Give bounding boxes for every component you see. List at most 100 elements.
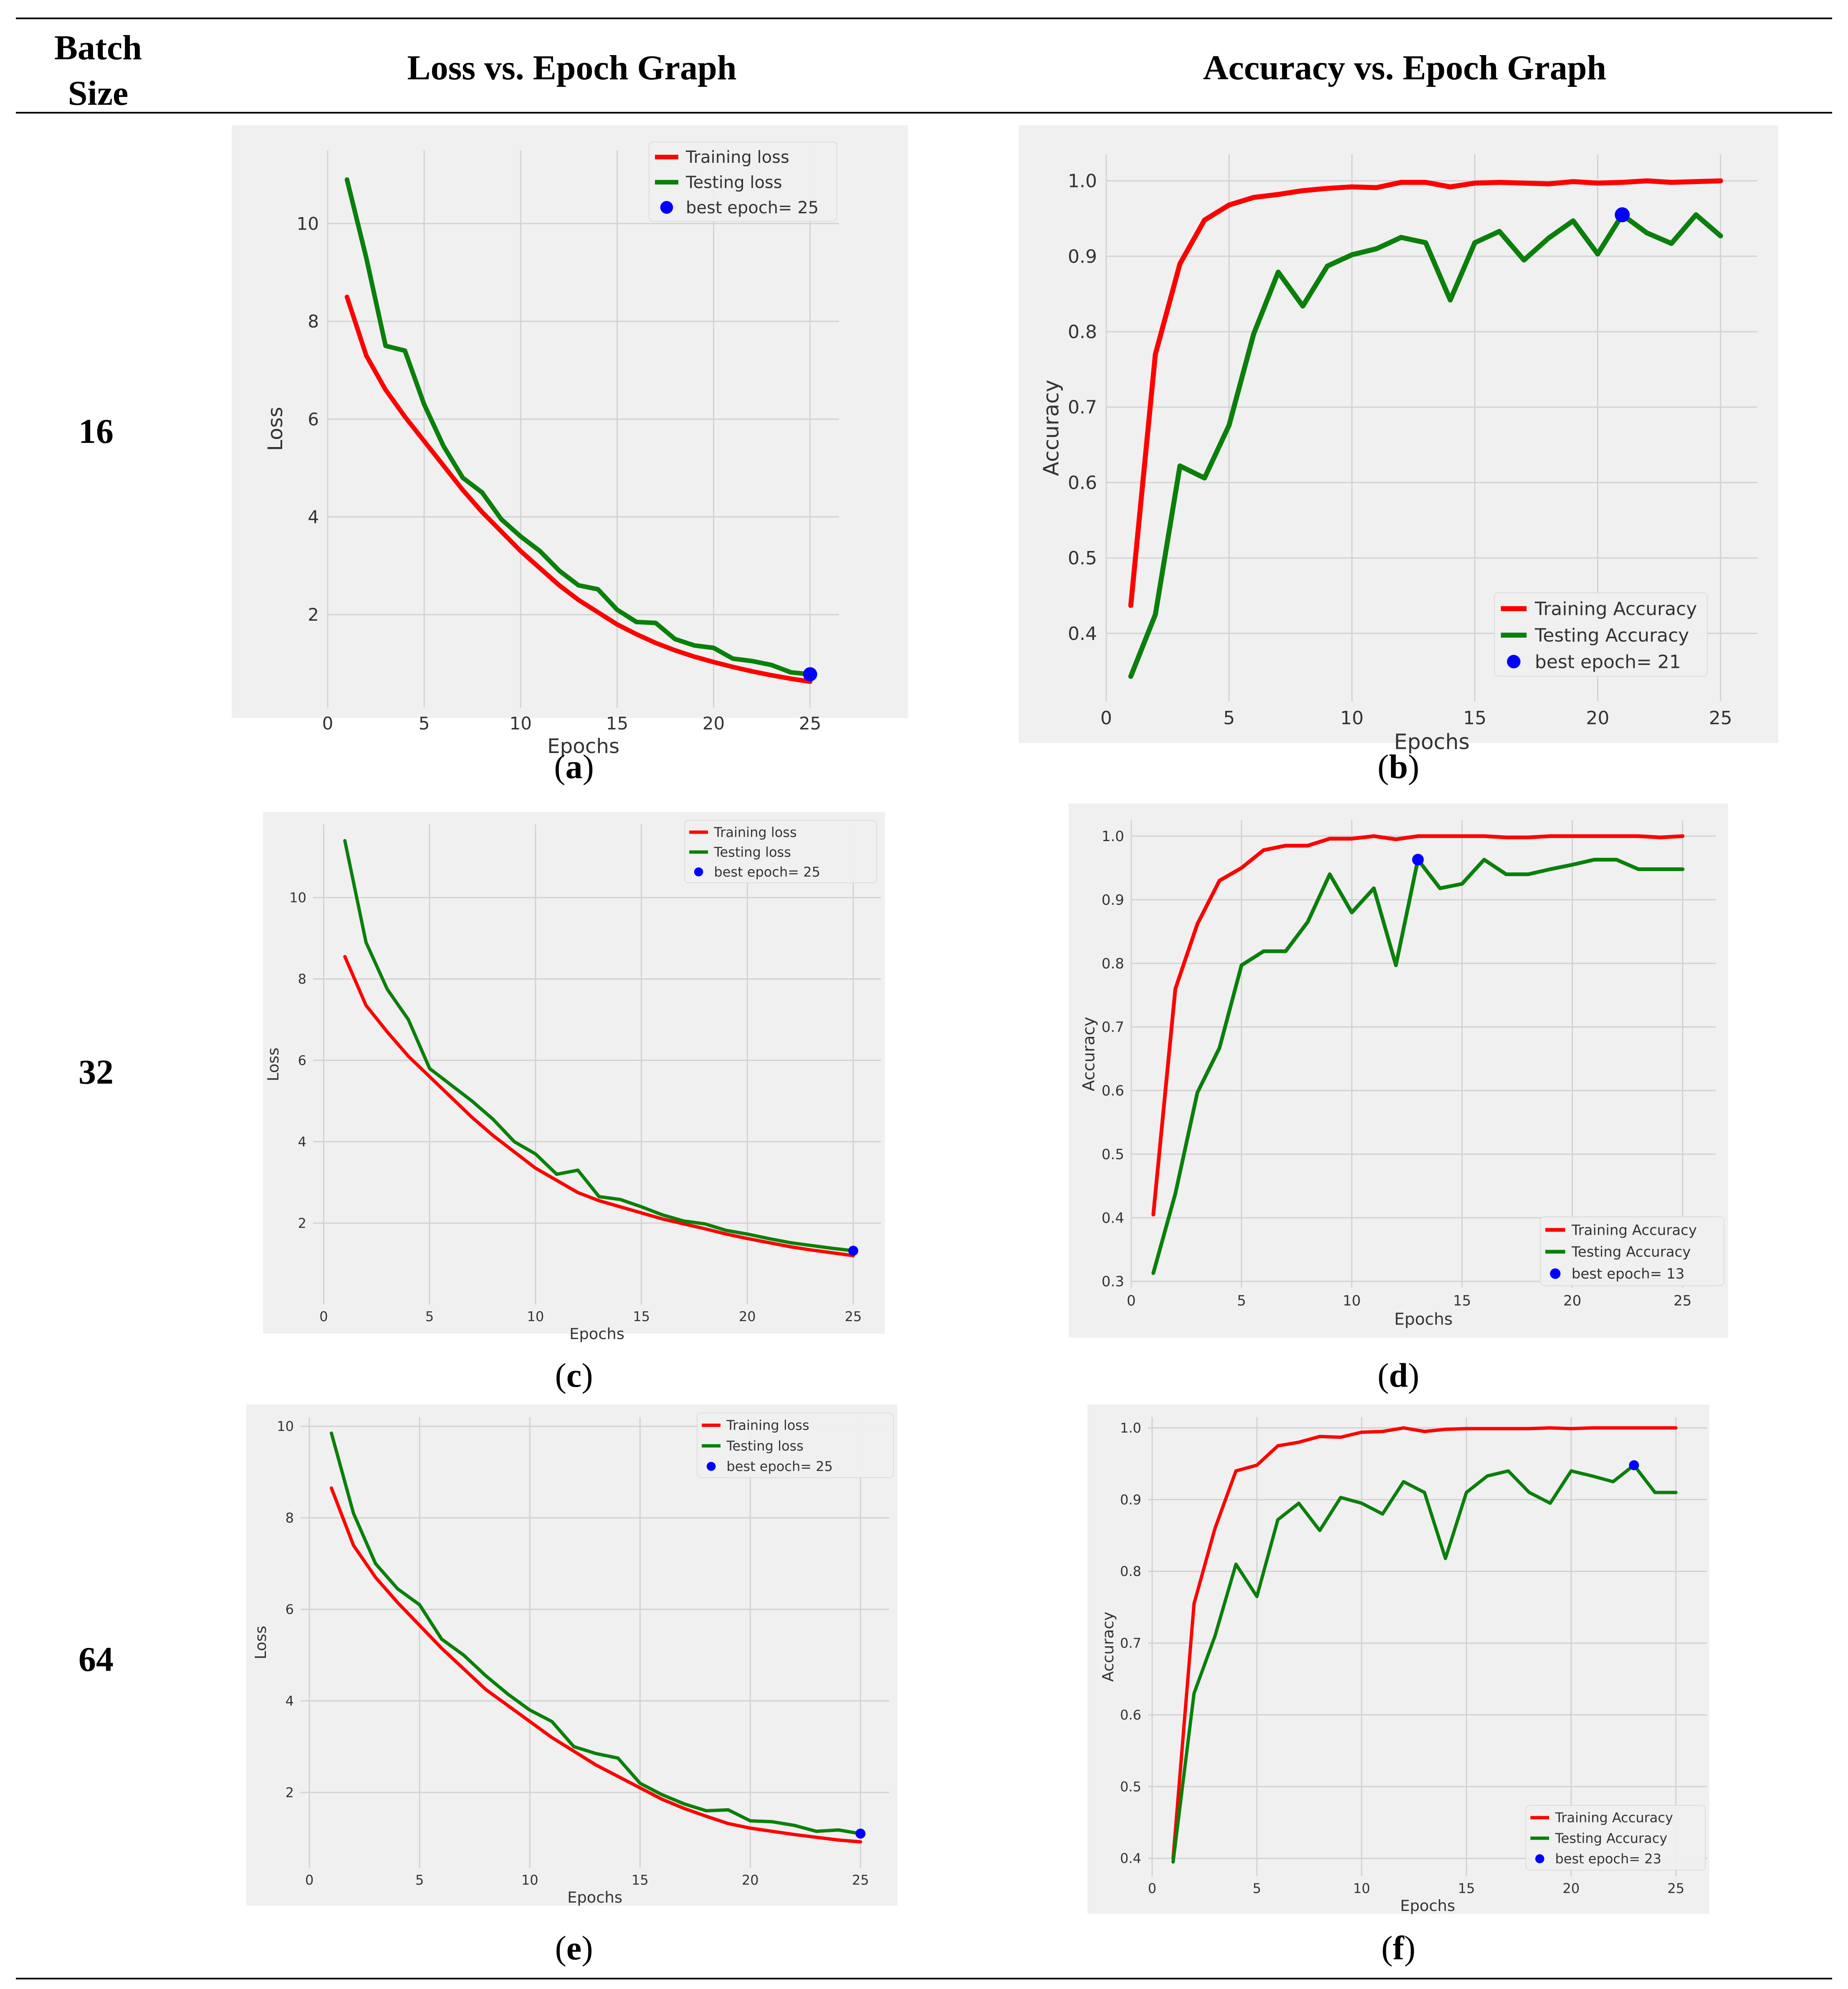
x-tick-label: 5 (415, 1872, 424, 1888)
caption-e-letter: e (566, 1929, 582, 1967)
bottom-rule (16, 1978, 1832, 1979)
chart-panel-e: 0 5 10 15 20 25 2 4 6 8 10 Epochs Loss Training loss T… (246, 1405, 897, 1906)
y-tick-label: 10 (277, 1418, 294, 1434)
legend-testing-label: Testing loss (713, 844, 791, 860)
x-tick-label: 25 (852, 1872, 869, 1888)
legend-training-label: Training Accuracy (1555, 1810, 1673, 1826)
legend-training-label: Training loss (685, 148, 789, 167)
chart-panel-b: 0 5 10 15 20 25 0.4 0.5 0.6 0.7 0.8 0.9 1.0 Epochs Acc… (1019, 125, 1778, 754)
y-axis-label: Accuracy (1039, 380, 1064, 476)
chart-panel-f: 0 5 10 15 20 25 0.4 0.5 0.6 0.7 0.8 0.9 1.0 Epochs Acc… (1087, 1405, 1709, 1915)
y-tick-label: 0.5 (1068, 548, 1097, 569)
x-tick-label: 5 (1223, 708, 1235, 729)
x-axis-label: Epochs (1394, 1310, 1453, 1329)
legend-best-label: best epoch= 25 (686, 198, 819, 217)
y-tick-label: 0.9 (1068, 246, 1097, 267)
x-tick-label: 15 (1453, 1293, 1471, 1309)
x-tick-label: 10 (527, 1309, 544, 1324)
legend-testing-label: Testing loss (726, 1438, 803, 1454)
y-tick-label: 0.4 (1120, 1850, 1141, 1866)
y-tick-label: 8 (308, 311, 319, 332)
x-tick-label: 25 (1674, 1293, 1691, 1309)
x-tick-label: 10 (510, 713, 532, 734)
row-label-16: 16 (78, 412, 114, 451)
x-tick-label: 15 (606, 713, 628, 734)
legend-best-swatch (694, 867, 703, 877)
caption-f: (f) (1381, 1929, 1416, 1967)
y-tick-label: 1.0 (1120, 1420, 1141, 1436)
best-epoch-point (855, 1828, 866, 1839)
x-tick-label: 20 (742, 1872, 759, 1888)
training-series-line (1128, 178, 1723, 608)
caption-d: (d) (1377, 1356, 1420, 1394)
x-tick-label: 25 (1667, 1880, 1684, 1896)
legend-best-label: best epoch= 21 (1535, 651, 1681, 672)
x-tick-label: 20 (739, 1309, 756, 1324)
y-axis-label: Loss (264, 1048, 282, 1082)
chart-panel-a: 0 5 10 15 20 25 2 4 6 8 10 Epochs Loss Training loss T… (232, 125, 908, 758)
legend-training-label: Training loss (726, 1418, 809, 1433)
caption-c-letter: c (566, 1356, 582, 1394)
legend-box (684, 820, 877, 883)
x-tick-label: 20 (703, 713, 725, 734)
header-batch-line-1: Batch (54, 28, 142, 67)
legend-testing-label: Testing loss (685, 173, 782, 192)
y-tick-label: 0.8 (1068, 321, 1097, 343)
caption-f-letter: f (1393, 1929, 1404, 1967)
y-tick-label: 0.5 (1102, 1146, 1124, 1163)
legend-training-label: Training Accuracy (1571, 1222, 1697, 1238)
y-tick-label: 4 (286, 1693, 294, 1709)
legend-best-swatch (660, 201, 673, 214)
caption-a-letter: a (565, 748, 583, 786)
y-axis-label: Loss (264, 407, 287, 451)
x-tick-label: 0 (1127, 1293, 1136, 1309)
y-tick-label: 10 (297, 213, 319, 234)
legend-best-label: best epoch= 23 (1555, 1851, 1661, 1867)
training-series-line (329, 1486, 862, 1844)
y-tick-label: 0.3 (1102, 1274, 1124, 1290)
best-epoch-point (1629, 1460, 1639, 1471)
y-tick-label: 10 (289, 890, 306, 906)
y-tick-label: 2 (286, 1784, 294, 1800)
header-batch-line-2: Size (68, 74, 129, 113)
legend-best-swatch (1550, 1268, 1561, 1279)
best-epoch-point (1412, 854, 1424, 866)
legend-box (1494, 592, 1708, 677)
testing-series-line (1151, 857, 1685, 1275)
x-axis-label: Epochs (569, 1325, 624, 1343)
y-tick-label: 0.8 (1120, 1564, 1141, 1580)
x-tick-label: 10 (521, 1872, 538, 1888)
y-axis-label: Accuracy (1099, 1612, 1117, 1682)
y-tick-label: 0.4 (1068, 623, 1097, 644)
y-tick-label: 4 (298, 1134, 306, 1150)
x-tick-label: 5 (425, 1309, 434, 1324)
y-tick-label: 0.6 (1068, 472, 1097, 493)
x-axis-label: Epochs (547, 735, 619, 758)
training-series-line (1171, 1426, 1678, 1860)
legend-box (697, 1413, 894, 1478)
y-tick-label: 0.7 (1102, 1019, 1124, 1036)
x-tick-label: 15 (633, 1309, 650, 1324)
caption-b: (b) (1377, 748, 1420, 786)
y-tick-label: 1.0 (1068, 171, 1097, 192)
x-tick-label: 5 (1253, 1880, 1261, 1896)
x-axis-label: Epochs (1400, 1897, 1455, 1915)
x-tick-label: 15 (1458, 1880, 1475, 1896)
legend-best-label: best epoch= 25 (726, 1458, 833, 1474)
x-tick-label: 20 (1562, 1880, 1580, 1896)
chart-panel-d: 0 5 10 15 20 25 0.3 0.4 0.5 0.6 0.7 0.8 0.9 1.0 Epochs… (1069, 804, 1728, 1338)
row-label-32: 32 (78, 1053, 114, 1092)
caption-d-letter: d (1389, 1356, 1408, 1394)
top-rule (16, 18, 1832, 19)
y-tick-label: 0.9 (1120, 1492, 1141, 1508)
legend-best-label: best epoch= 25 (714, 864, 820, 880)
y-tick-label: 1.0 (1102, 828, 1124, 845)
y-tick-label: 8 (298, 971, 306, 987)
y-tick-label: 2 (308, 604, 319, 625)
x-tick-label: 20 (1586, 708, 1609, 729)
legend-best-label: best epoch= 13 (1572, 1266, 1684, 1282)
training-series-line (1151, 834, 1685, 1217)
caption-e: (e) (555, 1929, 593, 1967)
y-tick-label: 6 (298, 1052, 306, 1068)
row-label-64: 64 (78, 1640, 114, 1679)
